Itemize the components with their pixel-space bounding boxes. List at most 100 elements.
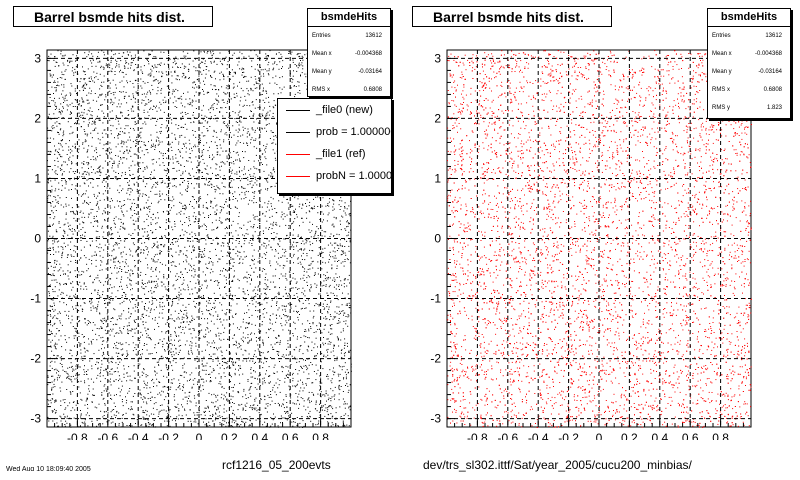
data-point <box>249 265 251 267</box>
data-point <box>162 155 164 157</box>
data-point <box>208 331 210 333</box>
data-point <box>188 70 190 72</box>
data-point <box>333 226 335 228</box>
data-point <box>141 424 143 426</box>
data-point <box>143 317 144 318</box>
data-point <box>214 300 216 302</box>
data-point <box>241 69 243 71</box>
data-point <box>344 344 346 346</box>
data-point <box>299 422 301 424</box>
data-point <box>311 250 313 251</box>
data-point <box>311 230 313 232</box>
data-point <box>80 358 82 360</box>
data-point <box>223 357 225 359</box>
data-point <box>126 298 128 300</box>
data-point <box>79 172 80 174</box>
data-point <box>164 182 166 184</box>
data-point <box>213 186 215 187</box>
data-point <box>197 160 199 162</box>
data-point <box>66 377 68 379</box>
data-point <box>336 265 338 267</box>
data-point <box>284 289 286 291</box>
data-point <box>200 238 202 240</box>
data-point <box>86 171 88 173</box>
data-point <box>66 372 68 374</box>
data-point <box>95 65 97 67</box>
data-point <box>160 252 161 254</box>
data-point <box>330 405 332 407</box>
data-point <box>199 297 201 298</box>
data-point <box>168 103 170 105</box>
data-point <box>325 279 327 281</box>
data-point <box>243 104 245 106</box>
data-point <box>53 93 54 94</box>
data-point <box>223 141 225 143</box>
data-point <box>272 116 274 117</box>
data-point <box>218 373 220 375</box>
data-point <box>54 262 56 264</box>
data-point <box>150 276 152 278</box>
data-point <box>198 251 200 253</box>
data-point <box>274 373 276 374</box>
data-point <box>269 82 271 84</box>
data-point <box>162 357 164 359</box>
data-point <box>242 339 244 341</box>
data-point <box>297 242 299 243</box>
data-point <box>223 78 225 80</box>
data-point <box>152 378 154 380</box>
data-point <box>268 336 269 338</box>
data-point <box>178 141 180 143</box>
data-point <box>102 136 104 138</box>
data-point <box>211 77 213 78</box>
data-point <box>244 151 246 153</box>
data-point <box>88 415 90 417</box>
data-point <box>131 408 132 410</box>
data-point <box>321 253 323 254</box>
data-point <box>116 323 118 325</box>
data-point <box>317 273 319 275</box>
data-point <box>83 121 85 123</box>
data-point <box>252 184 254 186</box>
data-point <box>121 421 123 423</box>
data-point <box>247 397 249 399</box>
data-point <box>72 402 74 403</box>
data-point <box>171 354 173 356</box>
data-point <box>204 115 206 117</box>
data-point <box>75 220 77 222</box>
data-point <box>321 221 323 223</box>
data-point <box>343 347 345 349</box>
data-point <box>155 56 157 58</box>
data-point <box>267 64 269 66</box>
data-point <box>334 247 336 249</box>
data-point <box>227 92 229 94</box>
data-point <box>260 330 262 332</box>
data-point <box>74 345 75 347</box>
data-point <box>205 349 206 351</box>
data-point <box>294 218 296 220</box>
data-point <box>314 343 316 345</box>
data-point <box>206 142 208 144</box>
data-point <box>274 391 276 393</box>
data-point <box>180 213 182 215</box>
data-point <box>124 151 126 152</box>
data-point <box>97 78 99 80</box>
data-point <box>307 358 309 360</box>
data-point <box>184 246 186 248</box>
data-point <box>220 71 222 73</box>
data-point <box>216 63 218 65</box>
data-point <box>340 197 342 199</box>
data-point <box>57 50 59 52</box>
data-point <box>195 156 197 158</box>
data-point <box>169 97 171 99</box>
data-point <box>169 388 171 390</box>
data-point <box>201 61 202 63</box>
data-point <box>243 224 245 226</box>
data-point <box>95 265 97 267</box>
data-point <box>216 120 218 122</box>
data-point <box>96 246 98 248</box>
data-point <box>266 143 268 145</box>
data-point <box>58 133 60 135</box>
data-point <box>206 287 208 289</box>
data-point <box>122 157 124 159</box>
data-point <box>308 328 310 330</box>
